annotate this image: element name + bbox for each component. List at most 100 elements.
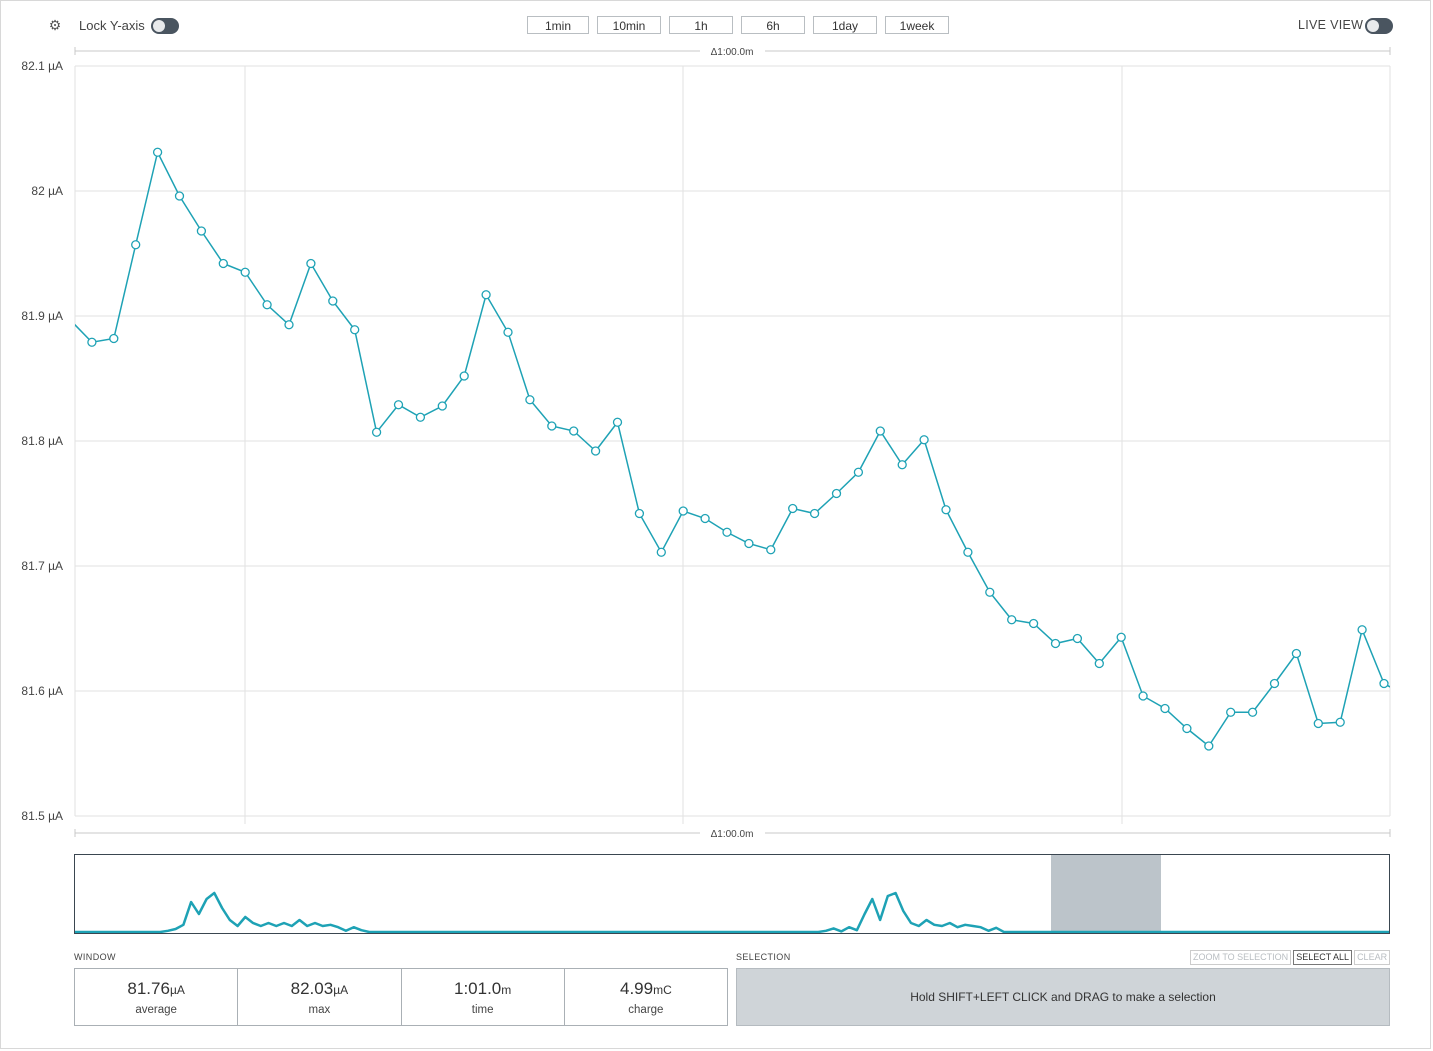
range-button-6h[interactable]: 6h xyxy=(741,16,805,34)
data-point[interactable] xyxy=(152,147,163,157)
live-view-label: LIVE VIEW xyxy=(1298,18,1364,32)
data-point[interactable] xyxy=(985,587,995,597)
data-point[interactable] xyxy=(1138,691,1148,701)
stat-charge-label: charge xyxy=(628,1004,664,1016)
y-tick-label: 81.8 µA xyxy=(21,434,63,448)
data-point[interactable] xyxy=(634,508,645,519)
y-tick-label: 81.5 µA xyxy=(21,809,63,823)
data-point[interactable] xyxy=(831,488,842,499)
data-point[interactable] xyxy=(547,421,557,431)
zoom-to-selection-button[interactable]: ZOOM TO SELECTION xyxy=(1190,950,1292,965)
stat-max-label: max xyxy=(308,1004,331,1016)
data-point[interactable] xyxy=(503,327,513,337)
main-chart[interactable]: 82.1 µA 82 µA 81.9 µA 81.8 µA 81.7 µA 81.6 µA… xyxy=(0,40,1433,846)
data-point[interactable] xyxy=(941,505,951,515)
data-point[interactable] xyxy=(1028,618,1039,629)
data-point[interactable] xyxy=(525,395,535,405)
range-button-1day[interactable]: 1day xyxy=(813,16,877,34)
data-point[interactable] xyxy=(744,538,754,549)
overview-window-region[interactable] xyxy=(1051,855,1161,933)
stat-max-unit: µA xyxy=(333,983,349,997)
data-point[interactable] xyxy=(1247,707,1258,717)
data-point[interactable] xyxy=(109,333,119,344)
window-span-label-top: Δ1:00.0m xyxy=(711,47,754,58)
data-point[interactable] xyxy=(1094,658,1104,669)
data-point[interactable] xyxy=(1269,678,1280,689)
selection-section-label: SELECTION xyxy=(736,952,791,962)
data-point[interactable] xyxy=(262,300,272,310)
selection-hint: Hold SHIFT+LEFT CLICK and DRAG to make a… xyxy=(910,990,1216,1004)
clear-selection-button[interactable]: CLEAR xyxy=(1354,950,1391,965)
data-point[interactable] xyxy=(196,226,207,236)
stat-max: 82.03µA max xyxy=(238,969,402,1025)
data-point[interactable] xyxy=(809,508,820,519)
data-point[interactable] xyxy=(1050,638,1061,649)
data-point[interactable] xyxy=(437,401,447,411)
stat-time-unit: m xyxy=(501,983,512,997)
data-point[interactable] xyxy=(415,412,426,422)
stat-charge-value: 4.99 xyxy=(619,979,654,998)
gear-icon[interactable]: ⚙ xyxy=(48,17,62,33)
data-point[interactable] xyxy=(612,417,623,427)
data-point[interactable] xyxy=(875,426,885,436)
data-point[interactable] xyxy=(1160,703,1170,714)
range-button-1h[interactable]: 1h xyxy=(669,16,733,34)
data-point[interactable] xyxy=(1007,615,1017,625)
data-point[interactable] xyxy=(240,267,250,277)
stat-time: 1:01.0m time xyxy=(402,969,565,1025)
data-point[interactable] xyxy=(1313,718,1323,729)
data-point[interactable] xyxy=(897,460,907,470)
data-point[interactable] xyxy=(87,337,97,347)
stat-charge: 4.99mC charge xyxy=(565,969,727,1025)
data-point[interactable] xyxy=(393,400,404,410)
data-point[interactable] xyxy=(1072,633,1083,644)
window-section-label: WINDOW xyxy=(74,952,116,962)
stat-time-label: time xyxy=(471,1004,494,1016)
data-point[interactable] xyxy=(919,435,929,445)
data-point[interactable] xyxy=(350,325,360,335)
data-point[interactable] xyxy=(656,547,666,557)
data-point[interactable] xyxy=(1335,717,1345,727)
window-span-label-bottom: Δ1:00.0m xyxy=(711,829,754,840)
y-tick-label: 81.6 µA xyxy=(21,684,63,698)
data-point[interactable] xyxy=(284,320,294,330)
lock-y-axis-toggle[interactable] xyxy=(151,18,179,34)
data-point[interactable] xyxy=(569,426,579,436)
data-point[interactable] xyxy=(766,545,776,555)
overview-minimap[interactable] xyxy=(74,854,1390,934)
data-point[interactable] xyxy=(1182,723,1192,734)
data-point[interactable] xyxy=(722,527,732,537)
range-button-10min[interactable]: 10min xyxy=(597,16,661,34)
data-point[interactable] xyxy=(700,513,710,524)
data-point[interactable] xyxy=(131,240,141,250)
overview-series-line xyxy=(75,891,1389,933)
data-point[interactable] xyxy=(1204,741,1214,751)
stat-max-value: 82.03 xyxy=(290,979,334,998)
data-point[interactable] xyxy=(1291,648,1302,659)
data-point[interactable] xyxy=(1357,625,1367,635)
data-point[interactable] xyxy=(853,467,864,477)
select-all-button[interactable]: SELECT ALL xyxy=(1293,950,1353,965)
data-point[interactable] xyxy=(328,296,338,306)
selection-actions: ZOOM TO SELECTION SELECT ALL CLEAR xyxy=(1190,950,1391,965)
time-range-buttons: 1min 10min 1h 6h 1day 1week xyxy=(527,16,949,34)
data-point[interactable] xyxy=(1379,678,1389,689)
range-button-1min[interactable]: 1min xyxy=(527,16,589,34)
data-point[interactable] xyxy=(590,446,601,456)
data-point[interactable] xyxy=(678,506,688,516)
data-point[interactable] xyxy=(174,191,185,201)
data-point[interactable] xyxy=(371,427,382,437)
data-point[interactable] xyxy=(1226,707,1236,717)
data-point[interactable] xyxy=(218,258,228,269)
selection-panel[interactable]: Hold SHIFT+LEFT CLICK and DRAG to make a… xyxy=(736,968,1390,1026)
data-point[interactable] xyxy=(481,290,491,300)
stat-average: 81.76µA average xyxy=(75,969,239,1025)
data-point[interactable] xyxy=(1116,632,1126,642)
data-point[interactable] xyxy=(788,503,798,514)
range-button-1week[interactable]: 1week xyxy=(885,16,949,34)
data-point[interactable] xyxy=(306,258,316,269)
data-point[interactable] xyxy=(963,547,973,557)
toolbar: ⚙ Lock Y-axis 1min 10min 1h 6h 1day 1wee… xyxy=(0,12,1433,40)
data-point[interactable] xyxy=(459,371,469,381)
live-view-toggle[interactable] xyxy=(1365,18,1393,34)
